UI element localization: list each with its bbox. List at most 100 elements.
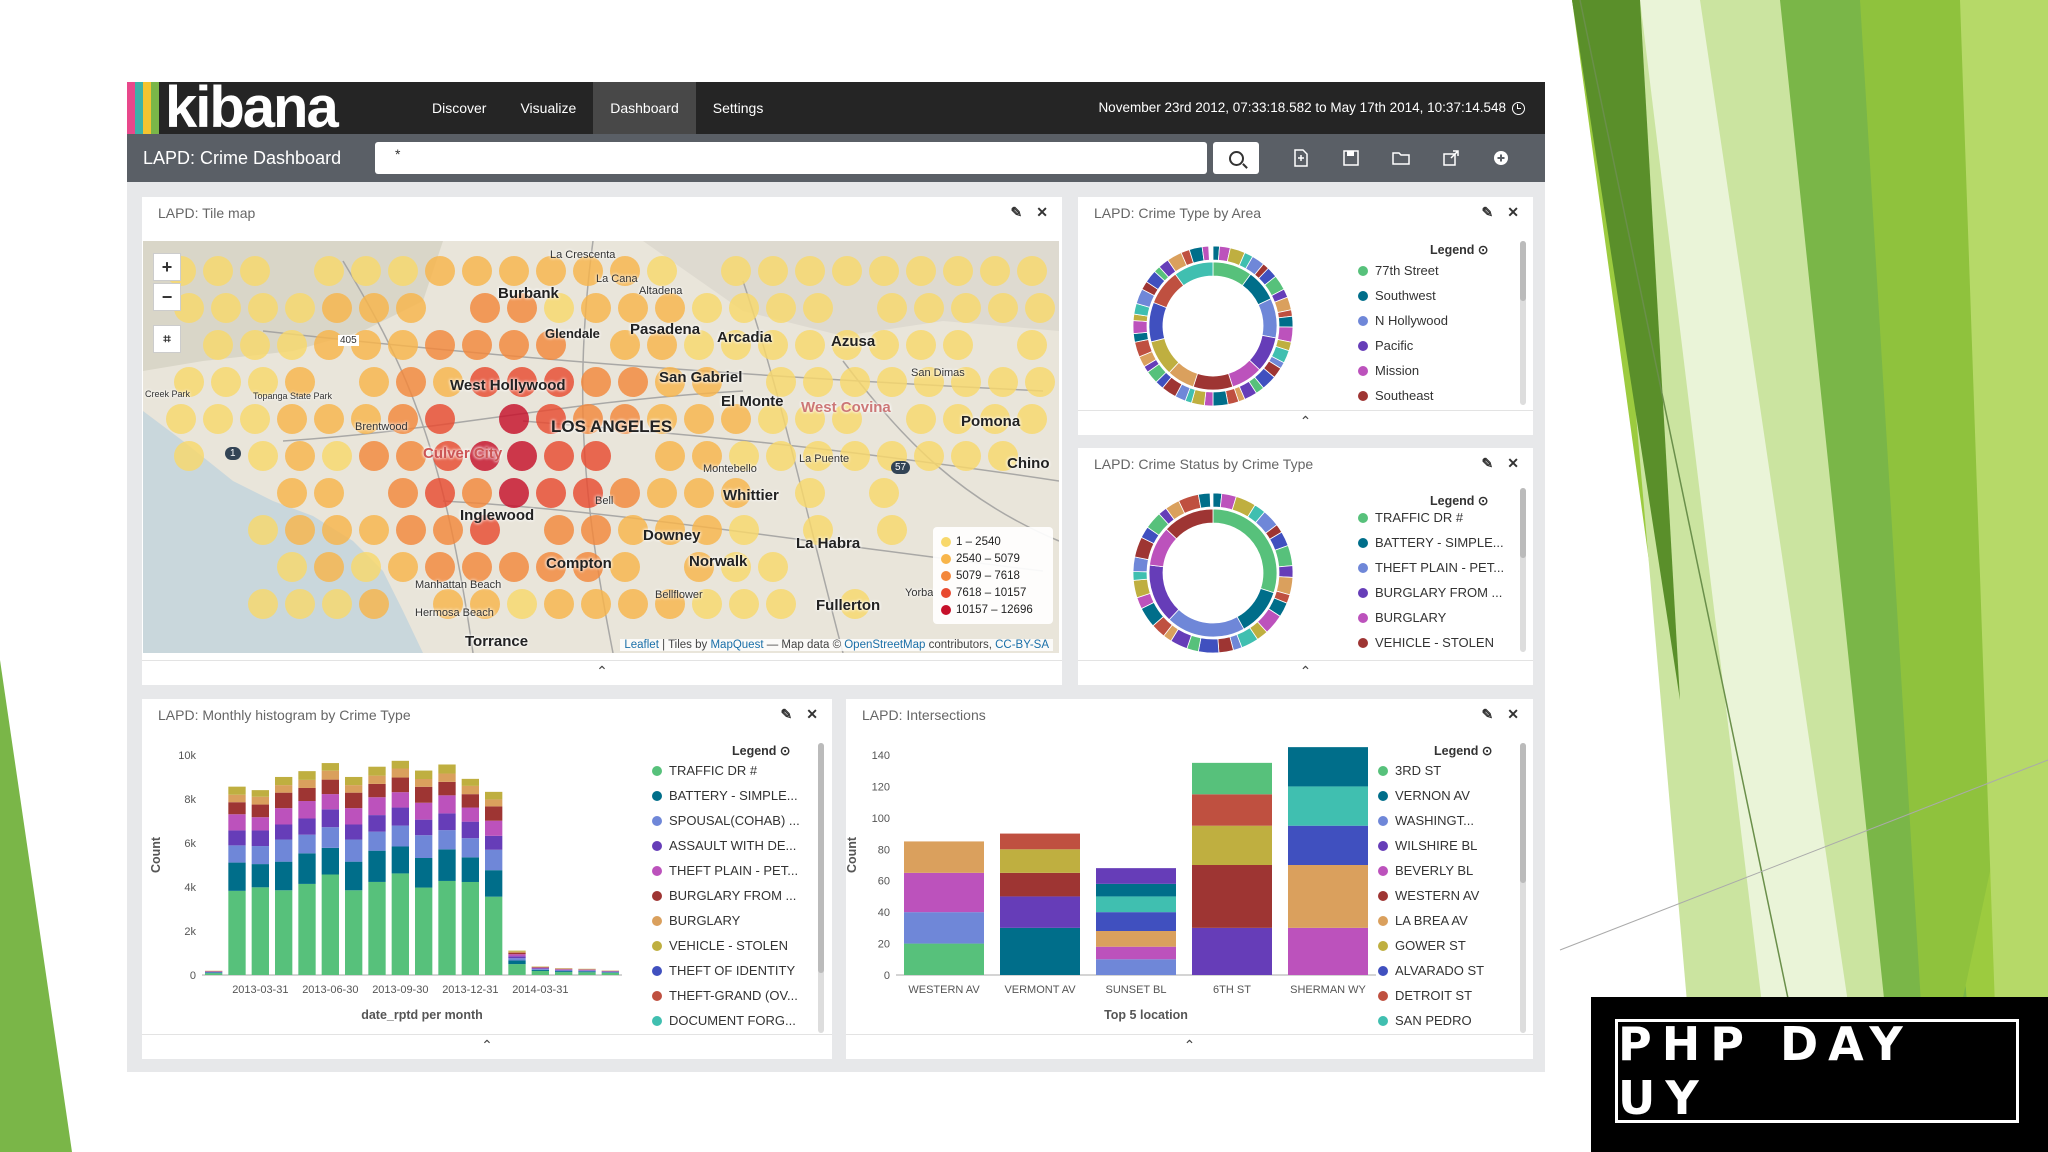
map-label: West Covina — [801, 399, 891, 416]
legend-item[interactable]: SPOUSAL(COHAB) ... — [652, 813, 800, 828]
heatmap-circle — [536, 256, 566, 286]
legend-toggle[interactable]: Legend ⊙ — [732, 744, 791, 758]
scroll-thumb[interactable] — [1520, 241, 1526, 301]
legend-item[interactable]: THEFT PLAIN - PET... — [1358, 560, 1504, 575]
legend-item[interactable]: VEHICLE - STOLEN — [652, 938, 788, 953]
donut-chart[interactable] — [1128, 241, 1298, 411]
nav-settings[interactable]: Settings — [712, 100, 764, 116]
search-input[interactable]: * — [375, 142, 1207, 174]
heatmap-circle — [277, 478, 307, 508]
legend-item[interactable]: BURGLARY — [1358, 610, 1446, 625]
scroll-thumb[interactable] — [818, 743, 824, 973]
leaflet-link[interactable]: Leaflet — [624, 639, 659, 651]
legend-item[interactable]: WILSHIRE BL — [1378, 838, 1477, 853]
legend-item[interactable]: GOWER ST — [1378, 938, 1466, 953]
scroll-thumb[interactable] — [1520, 743, 1526, 883]
osm-link[interactable]: OpenStreetMap — [844, 639, 926, 651]
edit-icon[interactable]: ✎ — [1481, 706, 1494, 722]
share-icon[interactable] — [1437, 144, 1465, 172]
collapse-icon[interactable]: ⌃ — [596, 663, 608, 679]
collapse-icon[interactable]: ⌃ — [1183, 1037, 1196, 1053]
collapse-icon[interactable]: ⌃ — [481, 1037, 493, 1053]
heatmap-circle — [610, 478, 640, 508]
legend-toggle[interactable]: Legend ⊙ — [1430, 243, 1489, 257]
legend-item[interactable]: BURGLARY FROM ... — [1358, 585, 1502, 600]
legend-item[interactable]: Mission — [1358, 363, 1419, 378]
legend-item[interactable]: BEVERLY BL — [1378, 863, 1473, 878]
edit-icon[interactable]: ✎ — [1481, 204, 1494, 220]
legend-item[interactable]: N Hollywood — [1358, 313, 1448, 328]
close-icon[interactable]: ✕ — [1507, 455, 1519, 471]
license-link[interactable]: CC-BY-SA — [995, 639, 1049, 651]
nav-visualize[interactable]: Visualize — [520, 100, 577, 116]
legend-item[interactable]: Southwest — [1358, 288, 1436, 303]
new-dashboard-icon[interactable] — [1287, 144, 1315, 172]
legend-item[interactable]: THEFT PLAIN - PET... — [652, 863, 798, 878]
close-icon[interactable]: ✕ — [806, 706, 818, 722]
legend-item[interactable]: LA BREA AV — [1378, 913, 1468, 928]
heatmap-circle — [211, 293, 241, 323]
mapquest-link[interactable]: MapQuest — [710, 639, 764, 651]
collapse-icon[interactable]: ⌃ — [1299, 663, 1312, 679]
draw-rectangle-icon[interactable]: ⌗ — [153, 325, 181, 353]
legend-item[interactable]: BATTERY - SIMPLE... — [652, 788, 798, 803]
close-icon[interactable]: ✕ — [1507, 706, 1519, 722]
legend-item[interactable]: DETROIT ST — [1378, 988, 1472, 1003]
nav-dashboard[interactable]: Dashboard — [593, 82, 696, 134]
legend-item[interactable]: DOCUMENT FORG... — [652, 1013, 796, 1028]
legend-scrollbar[interactable] — [818, 743, 824, 1033]
edit-icon[interactable]: ✎ — [1481, 455, 1494, 471]
legend-item[interactable]: ASSAULT WITH DE... — [652, 838, 796, 853]
tile-map[interactable]: Burbank La Crescenta La Cana Altadena Gl… — [143, 241, 1059, 653]
legend-toggle[interactable]: Legend ⊙ — [1430, 494, 1489, 508]
search-button[interactable] — [1213, 142, 1259, 174]
save-icon[interactable] — [1337, 144, 1365, 172]
nav-discover[interactable]: Discover — [432, 100, 487, 116]
legend-item[interactable]: 3RD ST — [1378, 763, 1441, 778]
intersections-chart[interactable]: 0 20 40 60 80 100 120 140 Count Top 5 location WES… — [846, 735, 1386, 1035]
legend-item[interactable]: Pacific — [1358, 338, 1413, 353]
legend-item[interactable]: 77th Street — [1358, 263, 1439, 278]
zoom-out-button[interactable]: − — [153, 283, 181, 311]
close-icon[interactable]: ✕ — [1036, 204, 1048, 220]
legend-dot — [1378, 940, 1388, 951]
legend-item[interactable]: VEHICLE - STOLEN — [1358, 635, 1494, 650]
legend-item[interactable]: Southeast — [1358, 388, 1434, 403]
legend-label: BURGLARY FROM ... — [669, 888, 797, 903]
legend-scrollbar[interactable] — [1520, 488, 1526, 652]
open-icon[interactable] — [1387, 144, 1415, 172]
heatmap-circle — [240, 404, 270, 434]
legend-item[interactable]: BURGLARY FROM ... — [652, 888, 796, 903]
legend-item[interactable]: SAN PEDRO — [1378, 1013, 1472, 1028]
scroll-thumb[interactable] — [1520, 488, 1526, 558]
edit-icon[interactable]: ✎ — [780, 706, 793, 722]
legend-item[interactable]: VERNON AV — [1378, 788, 1470, 803]
heatmap-circle — [499, 478, 529, 508]
zoom-in-button[interactable]: + — [153, 253, 181, 281]
legend-item[interactable]: THEFT OF IDENTITY — [652, 963, 795, 978]
add-panel-icon[interactable] — [1487, 144, 1515, 172]
bar-segment — [415, 819, 433, 836]
time-range-picker[interactable]: November 23rd 2012, 07:33:18.582 to May … — [1098, 82, 1525, 134]
legend-item[interactable]: WESTERN AV — [1378, 888, 1479, 903]
legend-item[interactable]: BURGLARY — [652, 913, 740, 928]
kibana-logo[interactable]: kibana — [127, 82, 407, 137]
close-icon[interactable]: ✕ — [1507, 204, 1519, 220]
bar-segment — [415, 887, 433, 975]
legend-scrollbar[interactable] — [1520, 743, 1526, 1033]
legend-scrollbar[interactable] — [1520, 241, 1526, 405]
edit-icon[interactable]: ✎ — [1010, 204, 1023, 220]
donut-chart[interactable] — [1128, 488, 1298, 658]
legend-item[interactable]: WASHINGT... — [1378, 813, 1474, 828]
legend-item[interactable]: TRAFFIC DR # — [1358, 510, 1463, 525]
legend-item[interactable]: ALVARADO ST — [1378, 963, 1484, 978]
legend-item[interactable]: TRAFFIC DR # — [652, 763, 757, 778]
bar-segment — [578, 969, 596, 971]
heatmap-circle — [248, 441, 278, 471]
legend-toggle[interactable]: Legend ⊙ — [1434, 744, 1493, 758]
legend-item[interactable]: BATTERY - SIMPLE... — [1358, 535, 1504, 550]
legend-item[interactable]: THEFT-GRAND (OV... — [652, 988, 798, 1003]
heatmap-circle — [499, 256, 529, 286]
collapse-icon[interactable]: ⌃ — [1299, 413, 1312, 429]
